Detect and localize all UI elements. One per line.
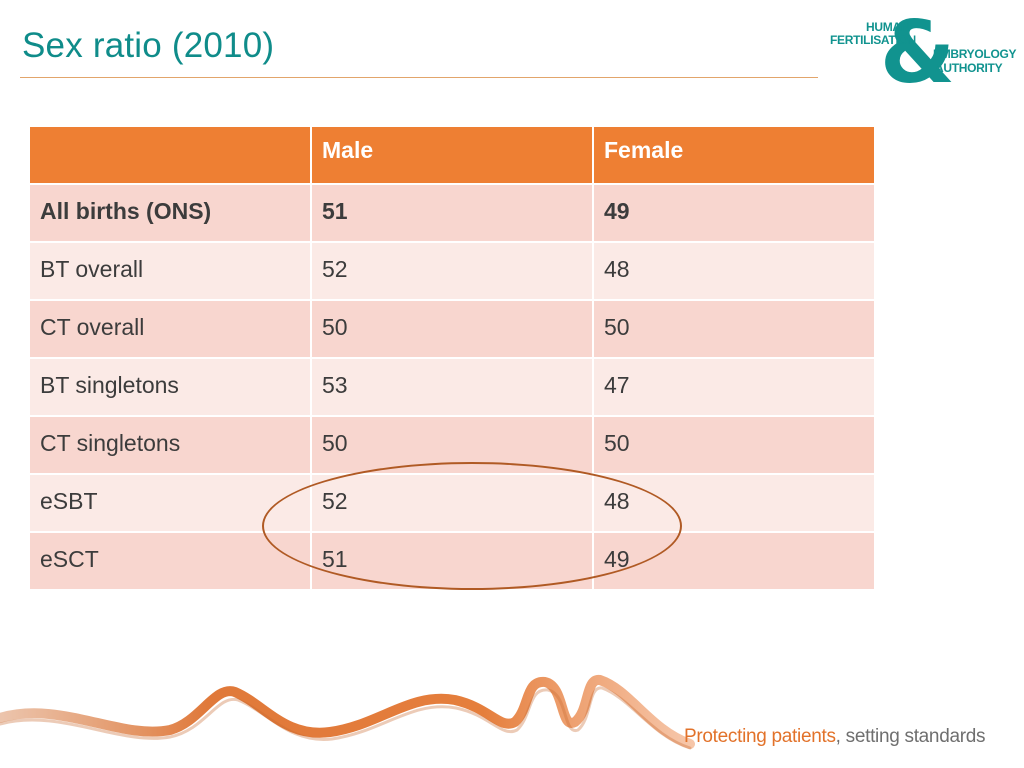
footer-tagline: Protecting patients, setting standards <box>684 726 986 748</box>
male-value: 51 <box>310 183 594 243</box>
female-value: 47 <box>592 357 876 417</box>
table-row: CT singletons 50 50 <box>28 415 876 475</box>
male-value: 50 <box>310 299 594 359</box>
female-value: 50 <box>592 299 876 359</box>
female-value: 49 <box>592 531 876 591</box>
header-cell-label <box>28 125 312 185</box>
table-row: CT overall 50 50 <box>28 299 876 359</box>
table-header-row: Male Female <box>28 125 876 185</box>
table-row: eSCT 51 49 <box>28 531 876 591</box>
header-cell-male: Male <box>310 125 594 185</box>
row-label: eSBT <box>28 473 312 533</box>
logo-line-authority: AUTHORITY <box>935 61 1003 75</box>
title-divider <box>20 77 818 78</box>
female-value: 48 <box>592 473 876 533</box>
table-row: BT singletons 53 47 <box>28 357 876 417</box>
sex-ratio-table: Male Female All births (ONS) 51 49 BT ov… <box>28 125 876 591</box>
female-value: 48 <box>592 241 876 301</box>
hfea-logo: & HUMAN FERTILISATION EMBRYOLOGY AUTHORI… <box>828 10 1018 96</box>
row-label: CT overall <box>28 299 312 359</box>
tagline-rest: , setting standards <box>835 726 986 747</box>
logo-ampersand: & <box>880 3 955 103</box>
table-row: eSBT 52 48 <box>28 473 876 533</box>
male-value: 51 <box>310 531 594 591</box>
female-value: 49 <box>592 183 876 243</box>
male-value: 53 <box>310 357 594 417</box>
logo-line-human: HUMAN <box>866 20 910 34</box>
ribbon-decoration <box>0 675 695 750</box>
page-title: Sex ratio (2010) <box>22 26 275 65</box>
row-label: eSCT <box>28 531 312 591</box>
row-label: All births (ONS) <box>28 183 312 243</box>
row-label: CT singletons <box>28 415 312 475</box>
tagline-highlight: Protecting patients <box>684 726 836 747</box>
table-row: BT overall 52 48 <box>28 241 876 301</box>
row-label: BT overall <box>28 241 312 301</box>
male-value: 50 <box>310 415 594 475</box>
row-label: BT singletons <box>28 357 312 417</box>
male-value: 52 <box>310 473 594 533</box>
logo-line-fertilisation: FERTILISATION <box>830 33 916 47</box>
female-value: 50 <box>592 415 876 475</box>
header-cell-female: Female <box>592 125 876 185</box>
table-row: All births (ONS) 51 49 <box>28 183 876 243</box>
male-value: 52 <box>310 241 594 301</box>
logo-line-embryology: EMBRYOLOGY <box>933 47 1017 61</box>
